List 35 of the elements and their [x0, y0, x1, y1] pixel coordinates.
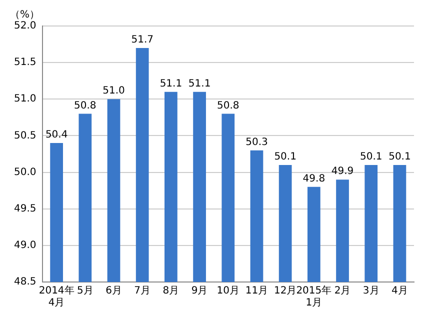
x-tick-label: 4月	[392, 286, 408, 297]
x-tick-label: 5月	[76, 286, 94, 297]
x-tick-label: 3月	[362, 286, 380, 297]
x-tick-label: 12月	[274, 286, 297, 297]
data-label: 50.1	[274, 152, 296, 163]
data-label: 51.1	[188, 78, 211, 90]
x-tick-label: 2015年 1月	[296, 284, 332, 309]
data-label: 51.7	[131, 34, 154, 46]
x-tick-label: 11月	[245, 286, 268, 297]
data-label: 50.1	[360, 152, 382, 163]
data-label: 50.1	[388, 152, 411, 163]
y-tick-label: 48.5	[14, 276, 36, 288]
data-label: 50.4	[45, 130, 68, 141]
y-tick-label: 50.0	[14, 166, 36, 178]
y-tick-label: 51.5	[14, 57, 36, 68]
y-tick-label: 49.0	[14, 240, 36, 252]
data-label: 50.8	[217, 100, 240, 112]
y-tick-label: 51.0	[14, 94, 36, 105]
data-label: 51.0	[102, 86, 125, 97]
y-axis-title: （%）	[10, 10, 40, 21]
x-tick-label: 6月	[106, 286, 122, 297]
data-label: 50.3	[246, 136, 268, 148]
data-label: 51.1	[160, 78, 182, 90]
data-label: 49.8	[302, 174, 326, 185]
y-tick-label: 50.5	[14, 130, 36, 142]
data-label: 50.8	[74, 100, 96, 112]
x-tick-label: 8月	[162, 286, 180, 297]
x-tick-label: 2014年 4月	[38, 284, 74, 309]
x-tick-label: 2月	[334, 286, 351, 297]
y-tick-label: 49.5	[14, 203, 36, 214]
x-tick-label: 7月	[134, 286, 151, 297]
x-tick-label: 10月	[216, 286, 240, 297]
data-label: 49.9	[331, 166, 354, 178]
y-tick-label: 52.0	[14, 20, 36, 32]
x-tick-label: 9月	[191, 286, 208, 297]
